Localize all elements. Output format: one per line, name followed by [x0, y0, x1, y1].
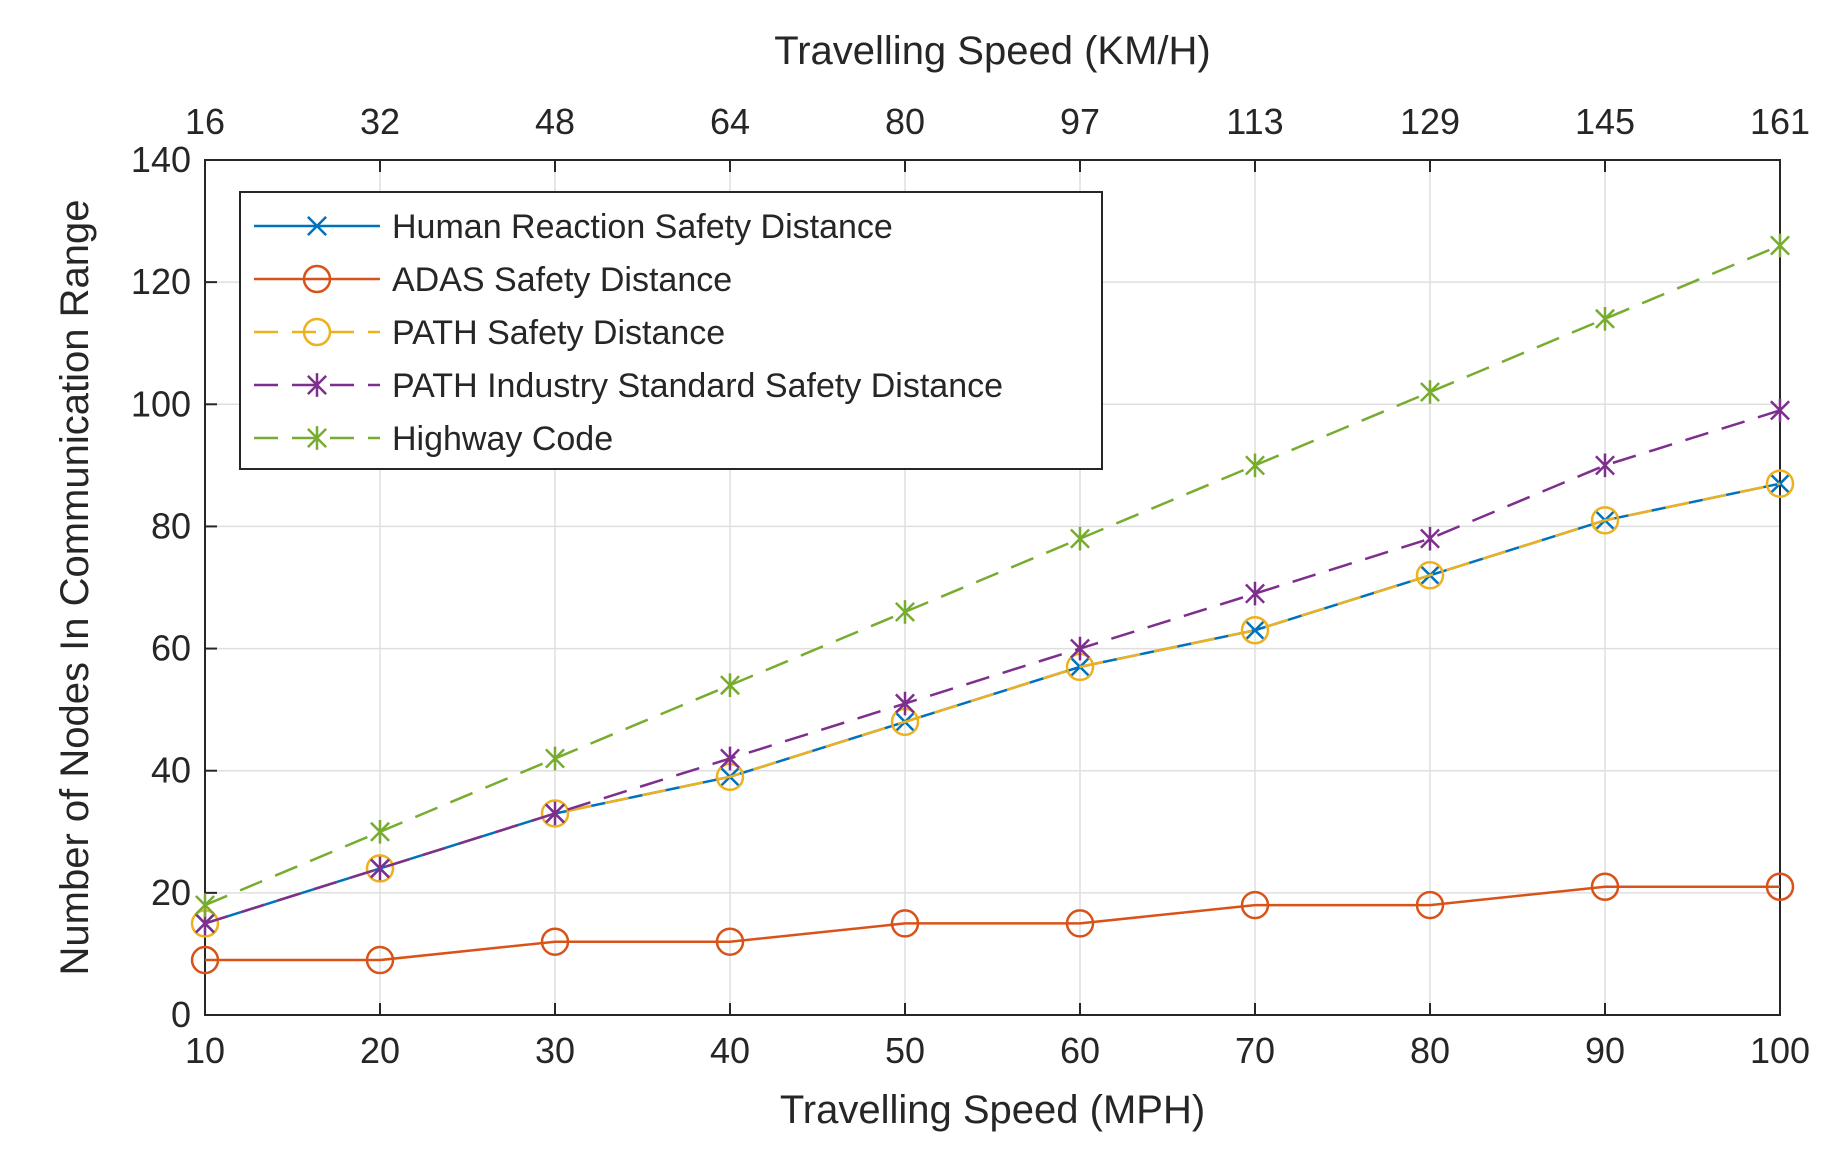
top-x-tick-label: 129 [1400, 101, 1460, 142]
data-point-marker [1590, 872, 1620, 901]
top-x-tick-label: 16 [185, 101, 225, 142]
top-x-tick-label: 80 [885, 101, 925, 142]
y-tick-label: 40 [151, 750, 191, 791]
x-tick-label: 10 [185, 1030, 225, 1071]
top-x-tick-label: 48 [535, 101, 575, 142]
data-point-marker [720, 673, 740, 698]
data-point-marker [540, 927, 570, 956]
x-tick-label: 30 [535, 1030, 575, 1071]
series-highway-code [195, 233, 1790, 917]
y-tick-label: 120 [131, 261, 191, 302]
x-tick-label: 80 [1410, 1030, 1450, 1071]
data-point-marker [1245, 620, 1265, 641]
data-point-marker [1765, 872, 1795, 901]
data-point-marker [1595, 453, 1615, 478]
legend: Human Reaction Safety Distance ADAS Safet… [239, 191, 1103, 470]
top-x-tick-label: 113 [1226, 101, 1283, 142]
data-point-marker [1070, 526, 1090, 551]
legend-item: Human Reaction Safety Distance [254, 208, 893, 246]
series-line [204, 244, 1781, 907]
data-point-marker [1070, 636, 1090, 661]
data-point-marker [895, 691, 915, 716]
data-point-marker [1065, 909, 1095, 938]
data-point-marker [190, 945, 220, 975]
data-point-marker [365, 854, 395, 883]
legend-label: PATH Safety Distance [392, 314, 725, 352]
x-axis-title: Travelling Speed (MPH) [780, 1088, 1205, 1132]
series-lines [190, 233, 1795, 975]
y-tick-label: 100 [131, 383, 191, 424]
x-tick-label: 60 [1060, 1030, 1100, 1071]
x-tick-label: 100 [1750, 1030, 1810, 1071]
top-x-tick-label: 64 [710, 101, 750, 142]
data-point-marker [307, 373, 327, 397]
top-x-tick-label: 97 [1060, 101, 1100, 142]
legend-label: Human Reaction Safety Distance [392, 208, 893, 246]
data-point-marker [890, 909, 920, 938]
y-tick-label: 20 [151, 872, 191, 913]
legend-label: ADAS Safety Distance [392, 261, 732, 299]
data-point-marker [1245, 453, 1265, 478]
series-adas-safety-distance [190, 872, 1795, 975]
data-point-marker [715, 927, 745, 956]
legend-box [239, 191, 1103, 470]
x-tick-label: 70 [1235, 1030, 1275, 1071]
series-human-reaction-safety-distance [195, 473, 1790, 934]
y-axis-title: Number of Nodes In Communication Range [53, 200, 97, 976]
series-line [205, 885, 1780, 962]
data-point-marker [370, 856, 390, 881]
x-tick-label: 90 [1585, 1030, 1625, 1071]
series-line [204, 482, 1781, 925]
axis-ticks: 10 16 20 32 30 48 40 64 50 80 60 97 70 113 80 129 90 145 1… [131, 101, 1810, 1071]
y-tick-label: 140 [131, 139, 191, 180]
series-path-industry-standard-safety-distance [195, 398, 1790, 936]
data-point-marker [1770, 233, 1790, 258]
legend-item: ADAS Safety Distance [254, 261, 732, 299]
x-tick-label: 40 [710, 1030, 750, 1071]
y-tick-label: 80 [151, 505, 191, 546]
data-point-marker [540, 799, 570, 828]
data-point-marker [307, 426, 327, 450]
data-point-marker [365, 945, 395, 975]
legend-item: Highway Code [254, 420, 613, 458]
data-point-marker [1420, 526, 1440, 551]
legend-item: PATH Safety Distance [254, 314, 725, 352]
data-point-marker [1240, 616, 1270, 645]
data-point-marker [307, 216, 327, 236]
data-point-marker [302, 317, 332, 347]
data-point-marker [895, 600, 915, 624]
top-x-tick-label: 145 [1575, 101, 1635, 142]
data-point-marker [195, 893, 215, 917]
data-point-marker [1420, 380, 1440, 404]
data-point-marker [302, 264, 332, 294]
data-point-marker [370, 819, 390, 844]
top-x-axis-title: Travelling Speed (KM/H) [774, 29, 1210, 73]
y-tick-label: 0 [171, 994, 191, 1035]
data-point-marker [545, 801, 565, 826]
plot-area [204, 159, 1781, 1016]
series-line [204, 482, 1781, 925]
data-point-marker [1765, 469, 1795, 498]
data-point-marker [1595, 306, 1615, 331]
data-point-marker [1245, 581, 1265, 606]
data-point-marker [1590, 506, 1620, 535]
data-point-marker [1415, 561, 1445, 590]
x-tick-label: 20 [360, 1030, 400, 1071]
data-point-marker [1415, 890, 1445, 920]
top-x-tick-label: 161 [1750, 101, 1810, 142]
top-x-tick-label: 32 [360, 101, 400, 142]
series-line [204, 409, 1781, 925]
data-point-marker [545, 746, 565, 771]
x-tick-label: 50 [885, 1030, 925, 1071]
data-point-marker [1240, 890, 1270, 920]
y-tick-label: 60 [151, 628, 191, 669]
data-point-marker [1770, 398, 1790, 423]
series-path-safety-distance [190, 469, 1795, 938]
legend-item: PATH Industry Standard Safety Distance [254, 367, 1003, 405]
data-point-marker [720, 746, 740, 771]
legend-label: Highway Code [392, 420, 613, 458]
legend-label: PATH Industry Standard Safety Distance [392, 367, 1003, 405]
